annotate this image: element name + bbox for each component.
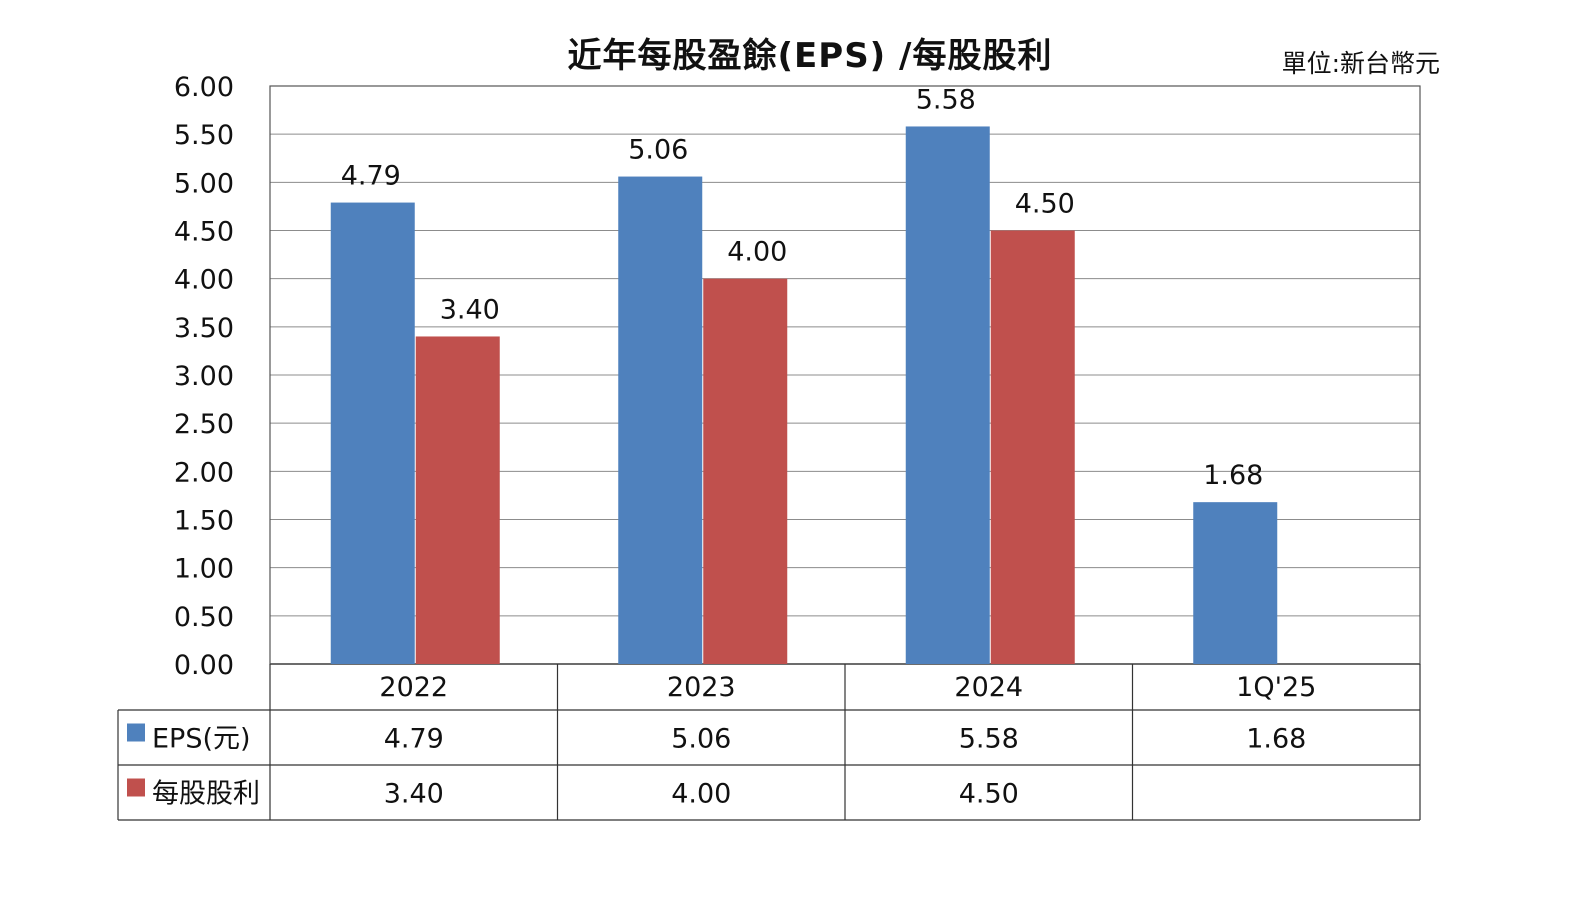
category-label: 2023 [667,672,736,703]
chart-title: 近年每股盈餘(EPS) /每股股利 [567,36,1053,76]
y-tick-label: 6.00 [174,72,234,103]
y-tick-label: 5.50 [174,120,234,151]
dividend-data-label: 3.40 [440,294,500,325]
data-table: 2022 2023 2024 1Q'25 EPS(元) 4.79 5.06 5.58 1.68 每… [117,664,1421,821]
legend-swatch [127,778,145,797]
table-cell: 1.68 [1246,724,1306,755]
y-tick-label: 4.00 [174,265,234,296]
eps-bar [618,176,703,664]
table-cell: 3.40 [384,779,444,810]
y-tick-label: 1.50 [174,506,234,537]
dividend-data-label: 4.50 [1015,189,1075,220]
data-labels: 4.79 3.40 5.06 4.00 5.58 4.50 1.68 [341,84,1264,491]
y-tick-label: 2.00 [174,457,234,488]
category-label: 2022 [379,672,448,703]
eps-bar [905,126,990,664]
y-tick-label: 0.00 [174,650,234,681]
y-axis: 0.00 0.50 1.00 1.50 2.00 2.50 3.00 3.50 4.00 4.50… [174,72,234,681]
dividend-data-label: 4.00 [727,237,787,268]
table-cell: 4.00 [671,779,731,810]
legend-label: 每股股利 [152,779,260,810]
table-cell: 4.50 [959,779,1019,810]
eps-bar [330,202,415,664]
eps-data-label: 5.06 [628,135,688,166]
y-tick-label: 1.00 [174,554,234,585]
eps-bar [1193,502,1278,664]
y-tick-label: 3.00 [174,361,234,392]
y-tick-label: 4.50 [174,217,234,248]
eps-data-label: 1.68 [1203,460,1263,491]
y-tick-label: 3.50 [174,313,234,344]
dividend-bar [990,230,1075,664]
table-cell: 5.06 [671,724,731,755]
bars [330,126,1278,664]
eps-data-label: 4.79 [341,161,401,192]
category-label: 1Q'25 [1236,672,1316,703]
dividend-bar [703,278,788,664]
legend-swatch [127,723,145,742]
y-tick-label: 5.00 [174,168,234,199]
eps-data-label: 5.58 [916,84,976,115]
table-cell: 5.58 [959,724,1019,755]
dividend-bar [415,336,500,664]
category-label: 2024 [954,672,1023,703]
legend-label: EPS(元) [152,724,251,755]
y-tick-label: 0.50 [174,602,234,633]
unit-label: 單位:新台幣元 [1281,49,1440,78]
table-cell: 4.79 [384,724,444,755]
y-tick-label: 2.50 [174,409,234,440]
